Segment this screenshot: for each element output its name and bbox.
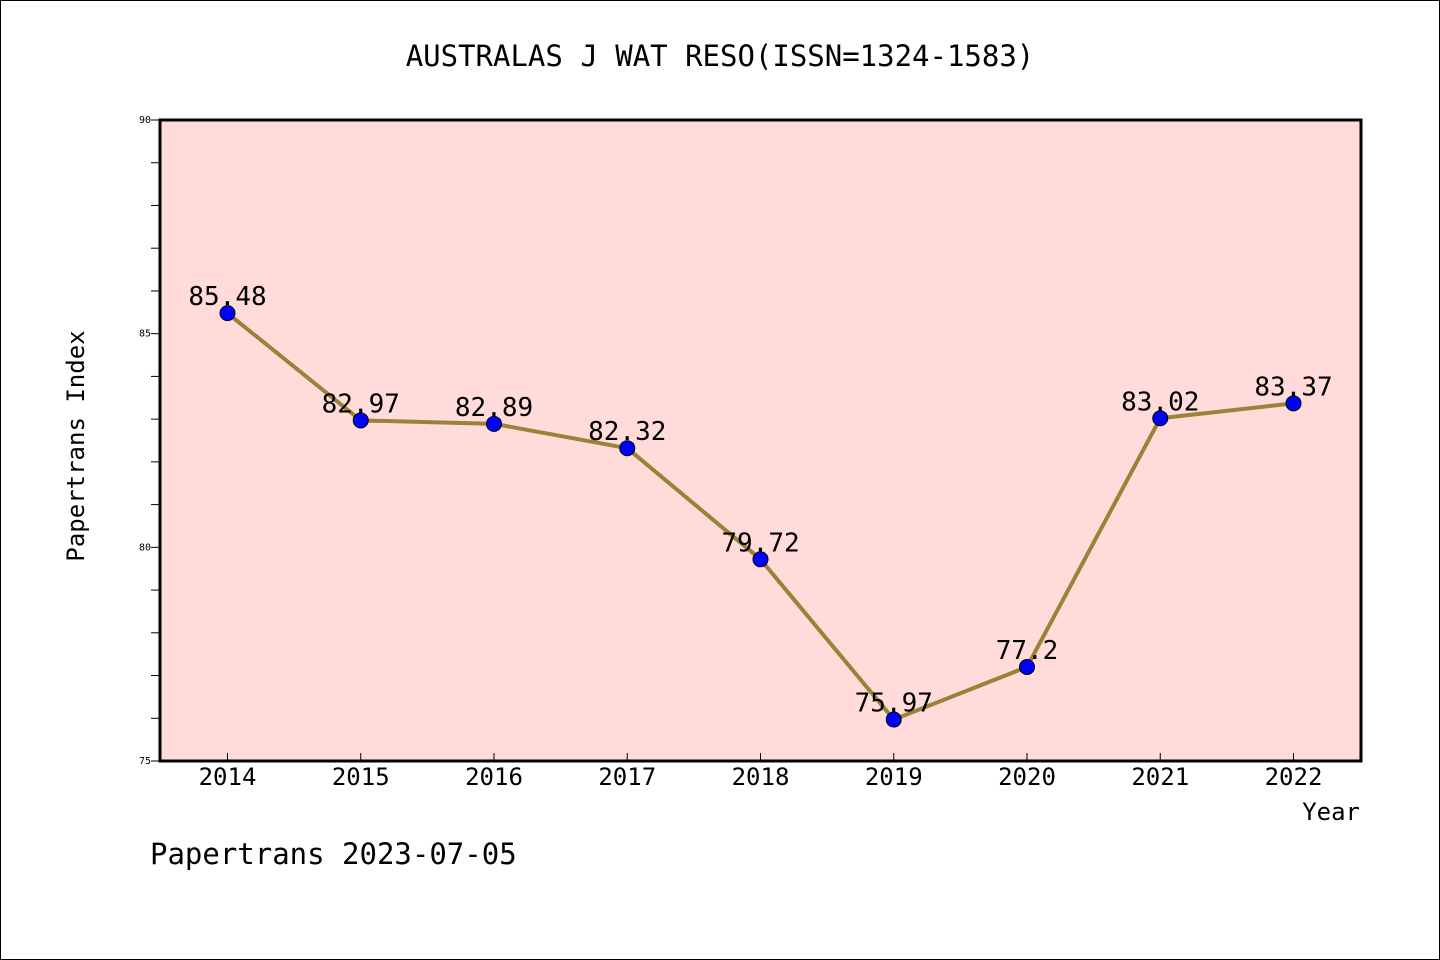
- data-point: [752, 551, 769, 568]
- data-label: 77.2: [996, 636, 1059, 666]
- y-axis-label: Papertrans Index: [62, 330, 90, 561]
- x-tick-label: 2019: [865, 763, 923, 791]
- data-label: 82.32: [588, 417, 666, 447]
- data-labels: 85.48 82.97 82.89 82.32 79.72 75.97 77.2 83.02 8…: [188, 282, 1332, 718]
- watermark-text: Papertrans 2023-07-05: [150, 837, 517, 871]
- chart-title: AUSTRALAS J WAT RESO(ISSN=1324-1583): [406, 39, 1035, 73]
- data-label: 83.02: [1121, 387, 1199, 417]
- x-tick-label: 2018: [732, 763, 790, 791]
- data-point: [885, 711, 902, 728]
- y-tick-label: 85: [139, 329, 151, 340]
- data-point: [219, 305, 236, 322]
- data-label: 82.97: [322, 389, 400, 419]
- data-point: [486, 415, 502, 432]
- x-axis: 2014 2015 2016 2017 2018 2019 2020 2021 2022: [199, 753, 1323, 791]
- x-tick-label: 2015: [332, 763, 390, 791]
- data-point: [352, 412, 369, 429]
- data-point: [1019, 658, 1035, 675]
- x-tick-label: 2022: [1265, 763, 1323, 791]
- x-tick-label: 2021: [1131, 763, 1189, 791]
- data-point: [1152, 410, 1169, 427]
- data-label: 82.89: [455, 393, 533, 423]
- data-label: 79.72: [721, 528, 799, 558]
- x-tick-label: 2014: [199, 763, 257, 791]
- x-tick-label: 2020: [998, 763, 1056, 791]
- data-point: [1285, 395, 1302, 412]
- data-label: 75.97: [855, 689, 933, 719]
- y-tick-label: 75: [139, 756, 151, 767]
- x-axis-label: Year: [1302, 798, 1360, 826]
- plot-area: [160, 120, 1361, 761]
- plot-frame: [158, 118, 1363, 763]
- data-label: 83.37: [1254, 372, 1332, 402]
- x-tick-label: 2017: [598, 763, 656, 791]
- data-label: 85.48: [188, 282, 266, 312]
- y-tick-label: 80: [139, 542, 151, 553]
- series-markers: [219, 305, 1302, 728]
- y-tick-label: 90: [139, 115, 151, 126]
- x-tick-label: 2016: [465, 763, 523, 791]
- data-point: [619, 440, 636, 457]
